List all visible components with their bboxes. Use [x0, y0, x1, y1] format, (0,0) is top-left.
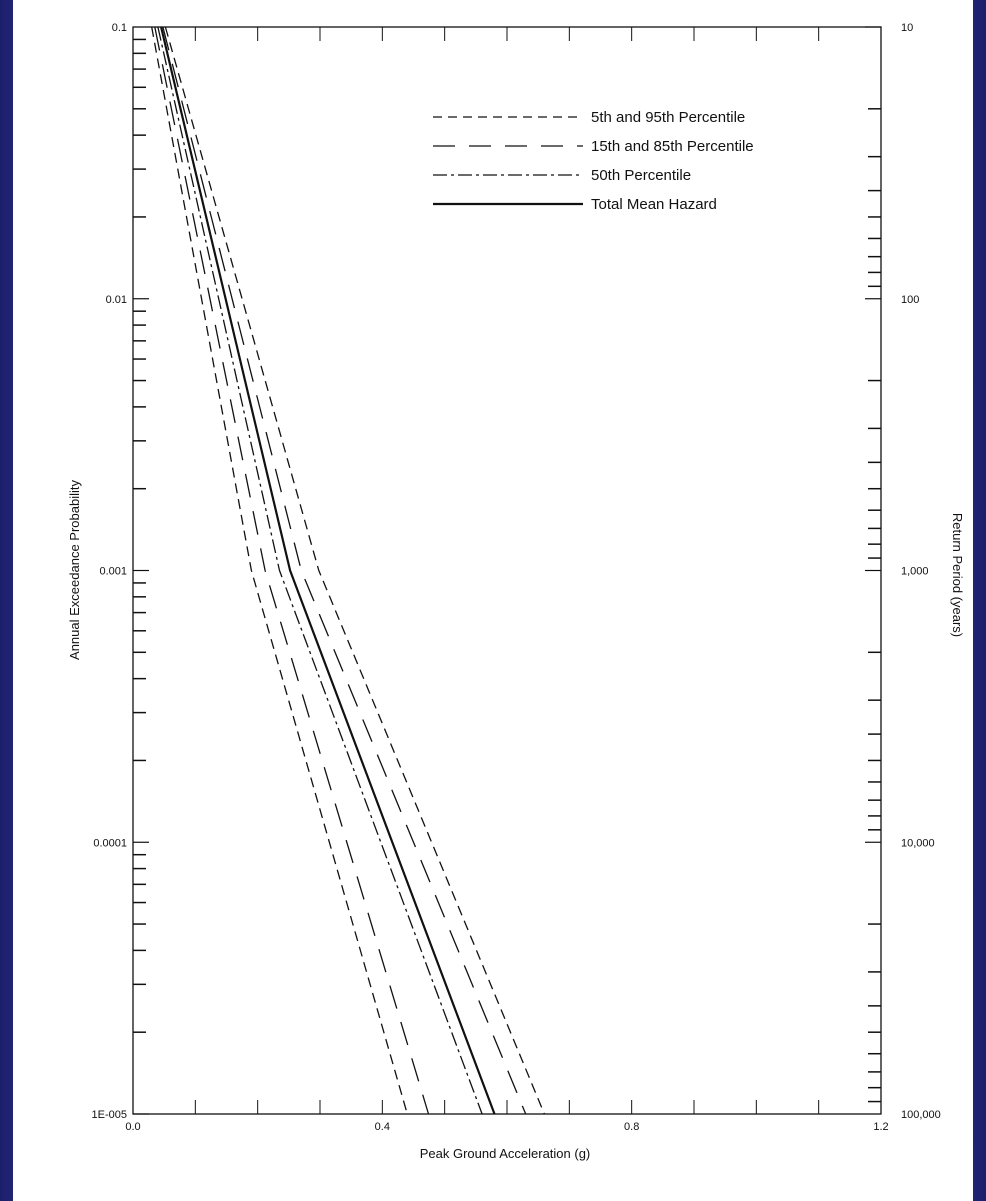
y2-tick-label: 100,000 — [901, 1109, 941, 1121]
x-axis-title: Peak Ground Acceleration (g) — [420, 1146, 591, 1161]
legend-label-50: 50th Percentile — [591, 167, 691, 184]
chart-slide: 0.0 0.4 0.8 1.2 1E-005 0.0001 0.001 0.01 0.1 100,… — [13, 0, 973, 1201]
y-tick-label: 0.0001 — [93, 837, 127, 849]
y-tick-label: 0.1 — [112, 22, 127, 34]
y-axis-title: Annual Exceedance Probability — [67, 480, 82, 660]
curve-long-dash-2 — [154, 26, 430, 1115]
x-tick-label: 0.4 — [375, 1121, 390, 1133]
legend-label-mean: Total Mean Hazard — [591, 196, 717, 213]
curve-short-dash-1 — [164, 26, 546, 1115]
x-tick-label: 0.8 — [624, 1121, 639, 1133]
plot-frame — [132, 26, 882, 1115]
x-tick-label: 0.0 — [125, 1121, 140, 1133]
y-tick-label: 0.01 — [106, 294, 127, 306]
y2-tick-label: 100 — [901, 294, 919, 306]
curve-long-dash-3 — [162, 26, 527, 1115]
y2-tick-label: 10,000 — [901, 837, 935, 849]
y-tick-label: 0.001 — [99, 566, 127, 578]
curve-dash-dot-4 — [157, 26, 483, 1115]
curve-short-dash-0 — [151, 26, 408, 1115]
legend-label-5-95: 5th and 95th Percentile — [591, 109, 745, 126]
legend: 5th and 95th Percentile 15th and 85th Pe… — [433, 109, 754, 213]
y2-tick-label: 10 — [901, 22, 913, 34]
hazard-curve-chart: 0.0 0.4 0.8 1.2 1E-005 0.0001 0.001 0.01 0.1 100,… — [67, 22, 965, 1161]
legend-label-15-85: 15th and 85th Percentile — [591, 138, 754, 155]
y2-tick-label: 1,000 — [901, 566, 929, 578]
y-tick-label: 1E-005 — [92, 1109, 127, 1121]
y2-axis-title: Return Period (years) — [950, 513, 965, 637]
curve-solid-5 — [160, 26, 496, 1115]
x-tick-label: 1.2 — [873, 1121, 888, 1133]
